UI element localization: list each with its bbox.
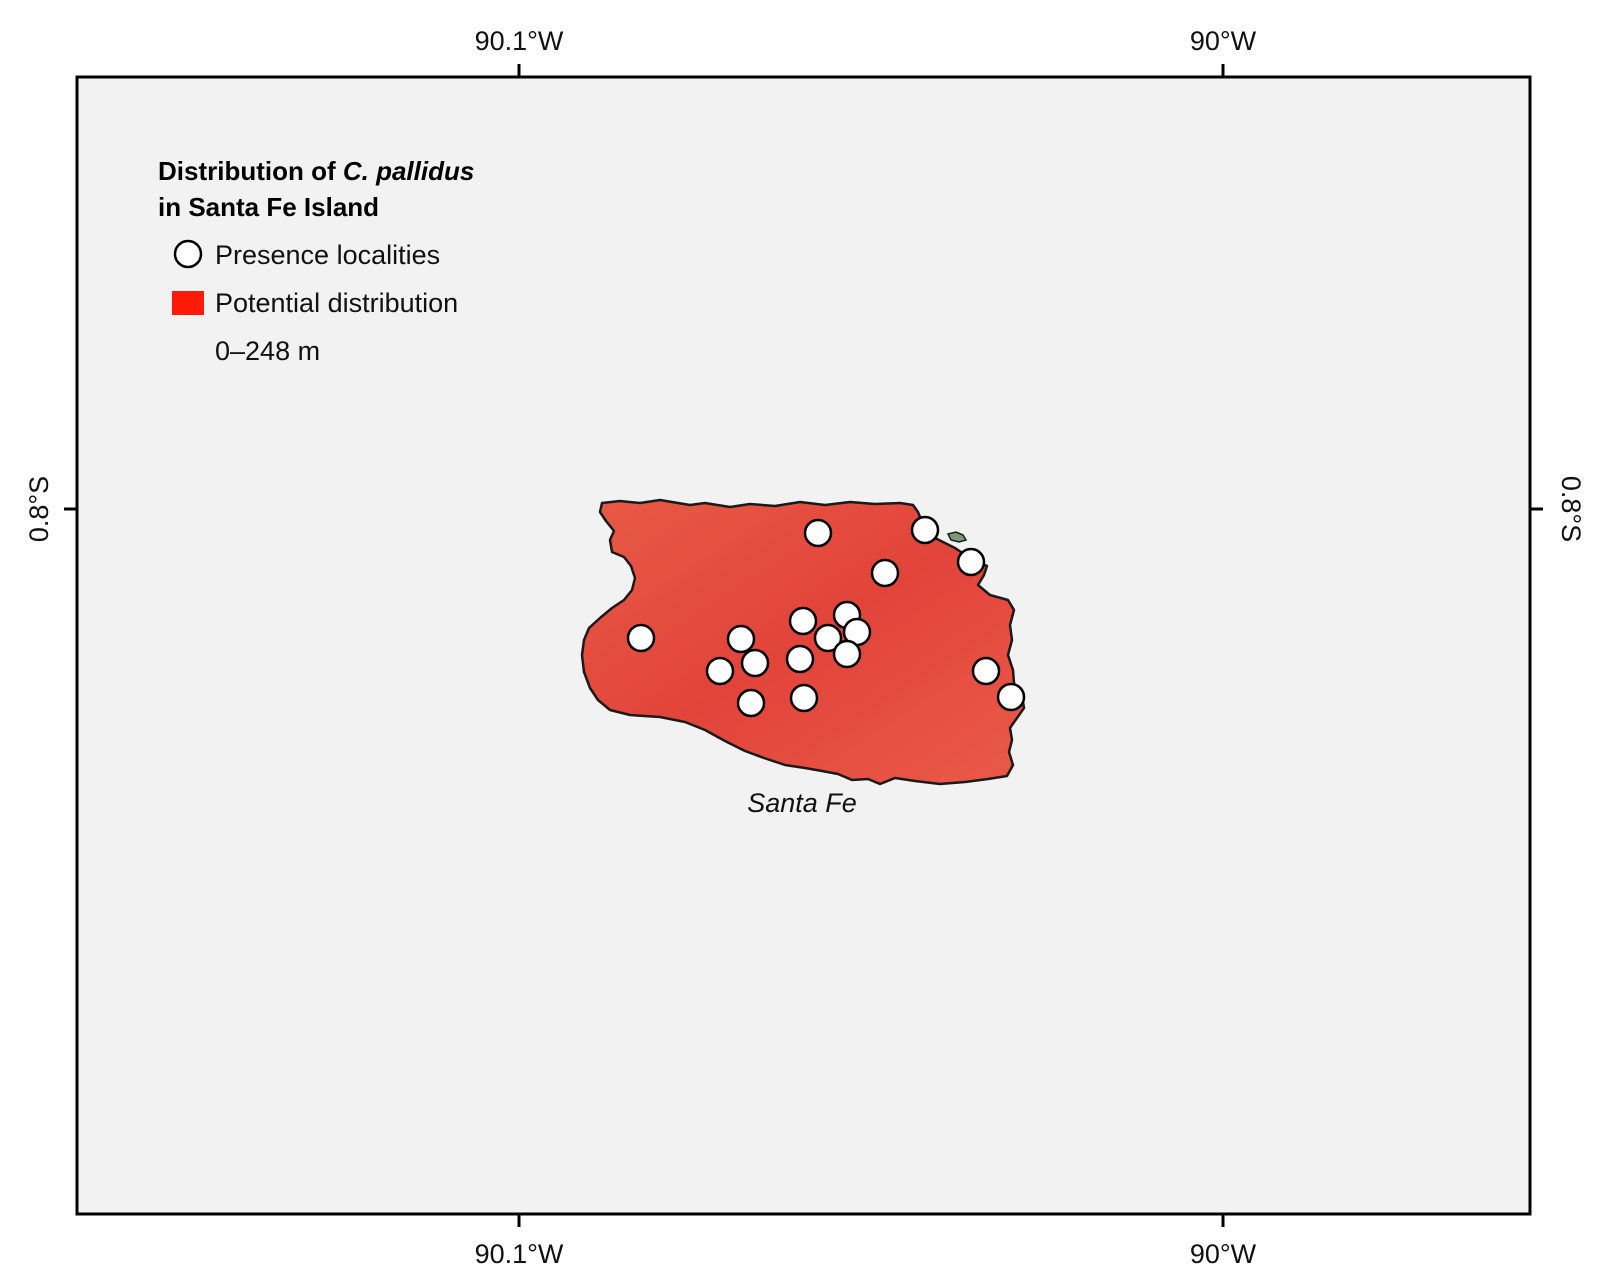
presence-marker: [705, 656, 735, 686]
legend-potential-distribution-swatch-icon: [172, 291, 204, 315]
axis-label-top-90-1w: 90.1°W: [475, 26, 564, 56]
axis-label-bottom-90-1w: 90.1°W: [475, 1239, 564, 1269]
santa-fe-island-potential-distribution: [580, 498, 1026, 786]
island-label: Santa Fe: [747, 788, 857, 818]
presence-marker: [785, 644, 815, 674]
axis-label-right-0-8s: 0.8°S: [1556, 476, 1586, 542]
legend-title-line-2: in Santa Fe Island: [158, 192, 379, 222]
axis-label-left-0-8s: 0.8°S: [24, 476, 54, 542]
axis-label-bottom-90w: 90°W: [1190, 1239, 1257, 1269]
presence-localities: [626, 515, 1026, 718]
graticule-ticks: [64, 64, 1543, 1227]
legend: Distribution of C. pallidus in Santa Fe …: [158, 156, 474, 366]
legend-item-potential-distribution: Potential distribution: [215, 288, 458, 318]
presence-marker: [832, 639, 862, 669]
presence-marker: [803, 518, 833, 548]
presence-marker: [726, 624, 756, 654]
presence-marker: [870, 558, 900, 588]
presence-marker: [996, 682, 1026, 712]
legend-presence-circle-icon: [173, 239, 203, 269]
legend-title-species: C. pallidus: [343, 156, 474, 186]
presence-marker: [813, 623, 843, 653]
islet: [946, 531, 968, 543]
presence-marker: [740, 648, 770, 678]
presence-marker: [788, 606, 818, 636]
legend-item-presence: Presence localities: [215, 240, 440, 270]
presence-marker: [736, 688, 766, 718]
legend-title-line-1: Distribution of C. pallidus: [158, 156, 474, 186]
presence-marker: [971, 656, 1001, 686]
presence-marker: [956, 547, 986, 577]
presence-marker: [626, 623, 656, 653]
presence-marker: [910, 515, 940, 545]
presence-marker: [789, 683, 819, 713]
map-frame: [75, 75, 1532, 1216]
legend-item-elevation-range: 0–248 m: [215, 336, 320, 366]
legend-title-prefix: Distribution of: [158, 156, 343, 186]
axis-label-top-90w: 90°W: [1190, 26, 1257, 56]
